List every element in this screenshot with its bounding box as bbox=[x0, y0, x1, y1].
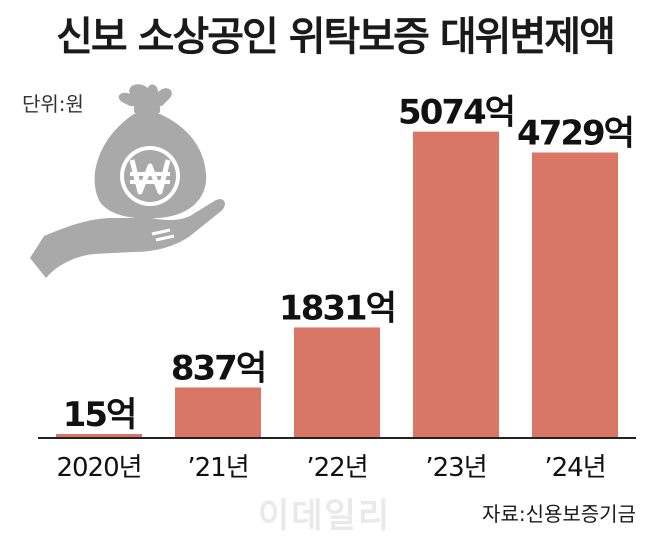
bar-0 bbox=[56, 434, 142, 438]
x-tick-label-1: ’21년 bbox=[187, 453, 248, 483]
value-label-1: 837억 bbox=[171, 348, 265, 388]
bar-3 bbox=[413, 131, 499, 439]
value-label-4: 4729억 bbox=[517, 113, 633, 153]
x-tick-label-3: ’23년 bbox=[425, 453, 486, 483]
x-tick-label-2: ’22년 bbox=[306, 453, 367, 483]
chart-title: 신보 소상공인 위탁보증 대위변제액 bbox=[56, 14, 616, 60]
value-label-3: 5074억 bbox=[398, 93, 514, 133]
value-label-2: 1831억 bbox=[279, 288, 395, 328]
source-label: 자료:신용보증기금 bbox=[482, 502, 636, 526]
won-sign-icon bbox=[120, 146, 180, 206]
value-label-0: 15억 bbox=[63, 395, 136, 435]
watermark: 이데일리 bbox=[258, 496, 392, 536]
x-tick-label-4: ’24년 bbox=[544, 453, 605, 483]
x-tick-label-0: 2020년 bbox=[56, 453, 141, 483]
bar-1 bbox=[175, 387, 261, 438]
unit-label: 단위:원 bbox=[22, 92, 84, 116]
bar-4 bbox=[532, 152, 618, 439]
hand-money-bag-icon bbox=[30, 80, 230, 294]
bar-2 bbox=[294, 327, 380, 438]
